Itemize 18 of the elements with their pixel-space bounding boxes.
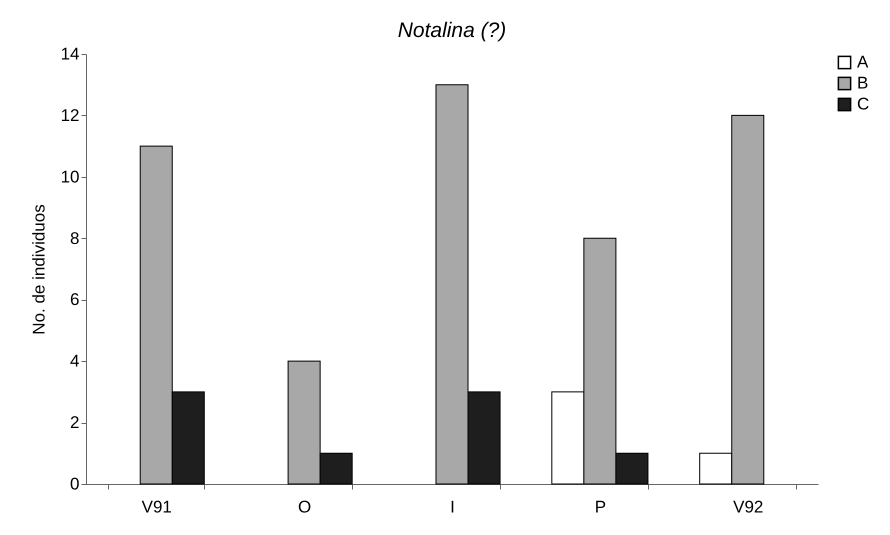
- x-tick-label: O: [298, 498, 312, 516]
- y-tick-label: 6: [70, 290, 80, 310]
- y-tick-label: 8: [70, 228, 80, 248]
- y-tick-label: 10: [60, 167, 80, 186]
- y-tick-label: 14: [60, 44, 80, 64]
- x-tick-label: I: [450, 498, 455, 516]
- x-tick-label: P: [594, 498, 606, 516]
- chart-title: Notalina (?): [398, 19, 506, 42]
- y-tick-label: 12: [60, 106, 80, 125]
- legend-label: B: [857, 74, 868, 92]
- x-tick-label: V92: [733, 498, 764, 516]
- legend-label: C: [857, 94, 870, 114]
- x-tick-label: V91: [142, 498, 172, 516]
- y-tick-label: 2: [70, 413, 80, 432]
- legend-label: A: [857, 52, 869, 72]
- y-tick-label: 0: [70, 474, 80, 494]
- y-tick-label: 4: [70, 352, 80, 371]
- y-axis-title: No. de individuos: [30, 204, 49, 335]
